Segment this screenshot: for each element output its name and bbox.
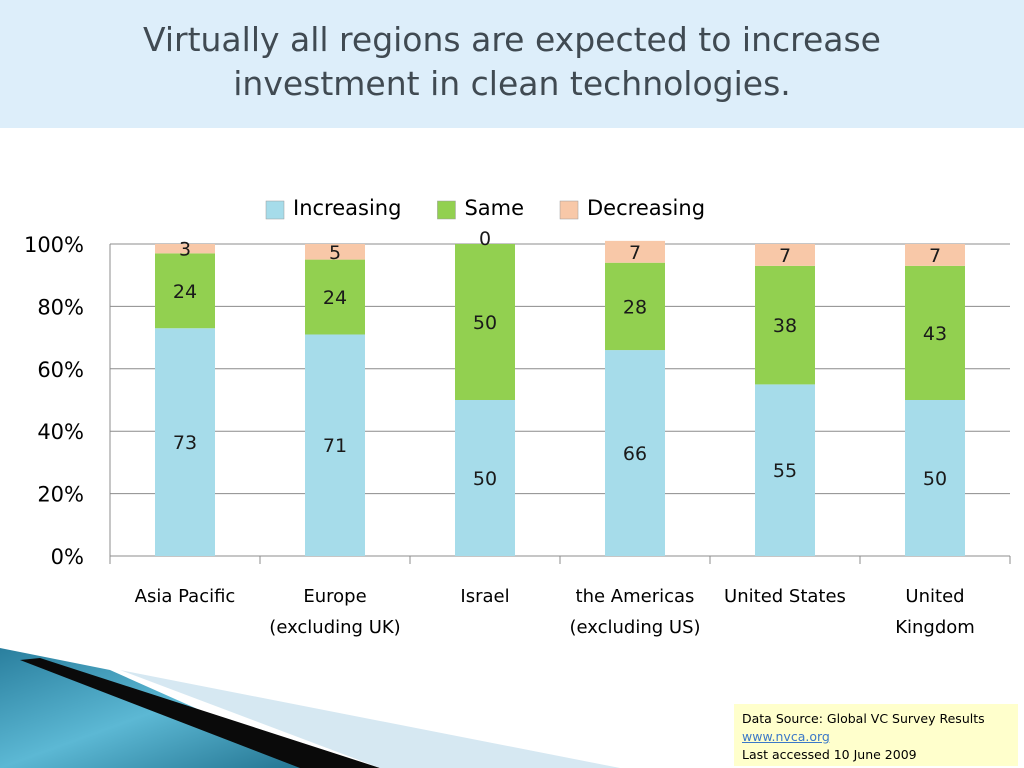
data-label: 73 bbox=[173, 432, 197, 454]
legend-label: Decreasing bbox=[587, 196, 705, 220]
data-label: 7 bbox=[929, 245, 941, 267]
data-label: 50 bbox=[923, 468, 947, 490]
y-tick-label: 100% bbox=[24, 233, 84, 257]
category-label: Asia Pacific bbox=[135, 586, 236, 607]
data-label: 28 bbox=[623, 296, 647, 318]
bar-segment-increasing bbox=[305, 334, 365, 556]
bar-segment-increasing bbox=[905, 400, 965, 556]
data-source-box: Data Source: Global VC Survey Results ww… bbox=[734, 704, 1018, 766]
data-label: 66 bbox=[623, 443, 647, 465]
bar-segment-increasing bbox=[455, 400, 515, 556]
stacked-bar-chart: 0% 20% 40% 60% 80% 100% 73 24 3 Asia Pacific 71 24 5… bbox=[24, 196, 1011, 638]
category-label: (excluding UK) bbox=[269, 617, 400, 638]
y-tick-label: 80% bbox=[37, 295, 84, 319]
decorative-swoosh bbox=[0, 648, 620, 768]
bar-segment-increasing bbox=[605, 350, 665, 556]
y-tick-label: 0% bbox=[51, 545, 84, 569]
data-label: 5 bbox=[329, 242, 341, 264]
slide-title: Virtually all regions are expected to in… bbox=[142, 20, 881, 103]
y-tick-label: 60% bbox=[37, 358, 84, 382]
legend-swatch bbox=[559, 200, 579, 220]
data-label: 43 bbox=[923, 323, 947, 345]
data-label: 0 bbox=[479, 228, 491, 250]
bar-segment-same bbox=[455, 244, 515, 400]
bar-segment-same bbox=[155, 253, 215, 329]
bar-segment-increasing bbox=[155, 328, 215, 556]
legend-swatch bbox=[265, 200, 285, 220]
data-label: 71 bbox=[323, 435, 347, 457]
bar-segment-same bbox=[905, 265, 965, 400]
data-label: 24 bbox=[323, 287, 347, 309]
accessed-date: Last accessed 10 June 2009 bbox=[742, 747, 917, 762]
category-label: (excluding US) bbox=[569, 617, 700, 638]
data-label: 7 bbox=[779, 245, 791, 267]
y-tick-label: 20% bbox=[37, 483, 84, 507]
data-label: 50 bbox=[473, 468, 497, 490]
bar-segment-decreasing bbox=[305, 244, 365, 260]
source-link[interactable]: www.nvca.org bbox=[742, 729, 830, 744]
data-label: 24 bbox=[173, 281, 197, 303]
y-tick-label: 40% bbox=[37, 420, 84, 444]
bar-segment-decreasing bbox=[755, 244, 815, 266]
bar-segment-decreasing bbox=[155, 244, 215, 254]
source-text: Data Source: Global VC Survey Results bbox=[742, 711, 985, 726]
bar-segment-decreasing bbox=[905, 244, 965, 266]
data-label: 55 bbox=[773, 460, 797, 482]
legend-label: Increasing bbox=[293, 196, 401, 220]
data-label: 7 bbox=[629, 242, 641, 264]
category-label: United bbox=[905, 586, 964, 607]
bar-segment-increasing bbox=[755, 384, 815, 556]
data-label: 3 bbox=[179, 239, 191, 261]
bar-segment-same bbox=[605, 262, 665, 351]
category-label: the Americas bbox=[576, 586, 695, 607]
category-label: Europe bbox=[303, 586, 366, 607]
category-label: Kingdom bbox=[895, 617, 975, 638]
bar-segment-same bbox=[755, 265, 815, 385]
bar-segment-same bbox=[305, 259, 365, 335]
legend-label: Same bbox=[464, 196, 524, 220]
data-label: 50 bbox=[473, 312, 497, 334]
category-label: United States bbox=[724, 586, 846, 607]
data-label: 38 bbox=[773, 315, 797, 337]
bar-segment-decreasing bbox=[605, 240, 665, 263]
category-label: Israel bbox=[460, 586, 509, 607]
title-banner bbox=[0, 0, 1024, 128]
legend-swatch bbox=[437, 200, 456, 220]
